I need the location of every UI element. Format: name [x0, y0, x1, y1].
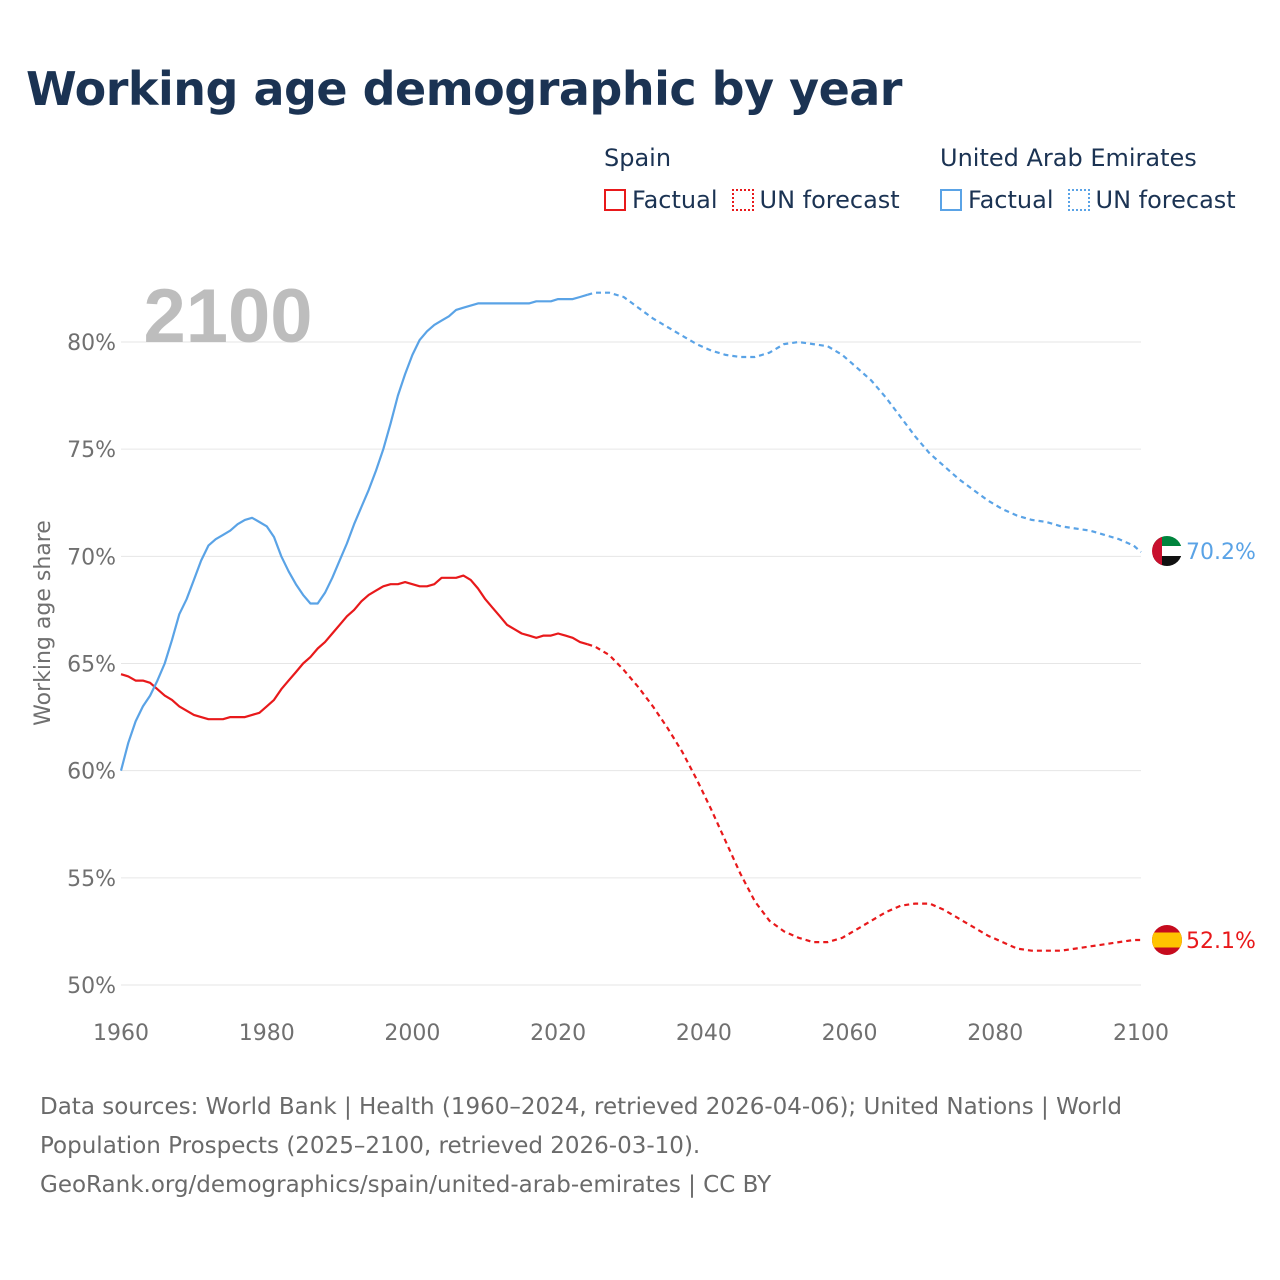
solid-line-swatch-icon	[940, 189, 962, 211]
x-tick-label: 2000	[384, 1021, 440, 1046]
y-tick-label: 55%	[67, 867, 116, 892]
y-axis-label: Working age share	[31, 520, 56, 726]
solid-line-swatch-icon	[604, 189, 626, 211]
attribution-text: GeoRank.org/demographics/spain/united-ar…	[40, 1172, 772, 1198]
legend-item-label: UN forecast	[759, 186, 900, 214]
x-tick-label: 2020	[530, 1021, 586, 1046]
y-axis: 50% 55% 60% 65% 70% 75% 80%	[67, 331, 116, 999]
y-tick-label: 75%	[67, 438, 116, 463]
chart-title: Working age demographic by year	[26, 62, 903, 116]
y-tick-label: 60%	[67, 760, 116, 785]
series-lines	[119, 291, 1142, 952]
year-watermark: 2100	[143, 274, 312, 359]
x-axis: 1960 1980 2000 2020 2040 2060 2080 2100	[93, 1021, 1169, 1046]
legend-item-uae-factual[interactable]: Factual	[940, 186, 1054, 214]
data-sources-text: Data sources: World Bank | Health (1960–…	[40, 1094, 1122, 1159]
y-tick-label: 65%	[67, 653, 116, 678]
united-arab-emirates-factual-line	[119, 293, 588, 771]
legend-item-label: Factual	[968, 186, 1054, 214]
x-tick-label: 2080	[967, 1021, 1023, 1046]
legend-item-spain-factual[interactable]: Factual	[604, 186, 718, 214]
x-tick-label: 2100	[1113, 1021, 1169, 1046]
x-tick-label: 1960	[93, 1021, 149, 1046]
uae-end-label: 70.2%	[1186, 540, 1256, 565]
gridlines	[121, 341, 1141, 986]
x-tick-label: 1980	[239, 1021, 295, 1046]
spain-factual-line	[120, 574, 588, 721]
legend-group-label: United Arab Emirates	[940, 144, 1197, 172]
uae-flag-icon	[1152, 536, 1182, 566]
legend-group-uae: United Arab Emirates Factual UN forecast	[940, 144, 1236, 214]
footer: Data sources: World Bank | Health (1960–…	[40, 1088, 1240, 1205]
y-tick-label: 80%	[67, 331, 116, 356]
spain-forecast-line	[586, 643, 1141, 952]
spain-flag-icon	[1152, 925, 1182, 955]
x-tick-label: 2040	[676, 1021, 732, 1046]
y-tick-label: 70%	[67, 545, 116, 570]
legend-item-label: Factual	[632, 186, 718, 214]
legend-item-spain-forecast[interactable]: UN forecast	[731, 186, 900, 214]
x-tick-label: 2060	[822, 1021, 878, 1046]
legend-group-label: Spain	[604, 144, 672, 172]
legend-item-uae-forecast[interactable]: UN forecast	[1067, 186, 1236, 214]
legend-item-label: UN forecast	[1095, 186, 1236, 214]
dotted-line-swatch-icon	[731, 189, 754, 211]
y-tick-label: 50%	[67, 974, 116, 999]
line-chart: 2100 50% 55% 60% 65% 70% 75% 80% 1960 1980 2000 2…	[31, 274, 1256, 1046]
dotted-line-swatch-icon	[1067, 189, 1090, 211]
united-arab-emirates-forecast-line	[586, 291, 1142, 553]
spain-end-label: 52.1%	[1186, 929, 1256, 954]
legend-group-spain: Spain Factual UN forecast	[604, 144, 900, 214]
